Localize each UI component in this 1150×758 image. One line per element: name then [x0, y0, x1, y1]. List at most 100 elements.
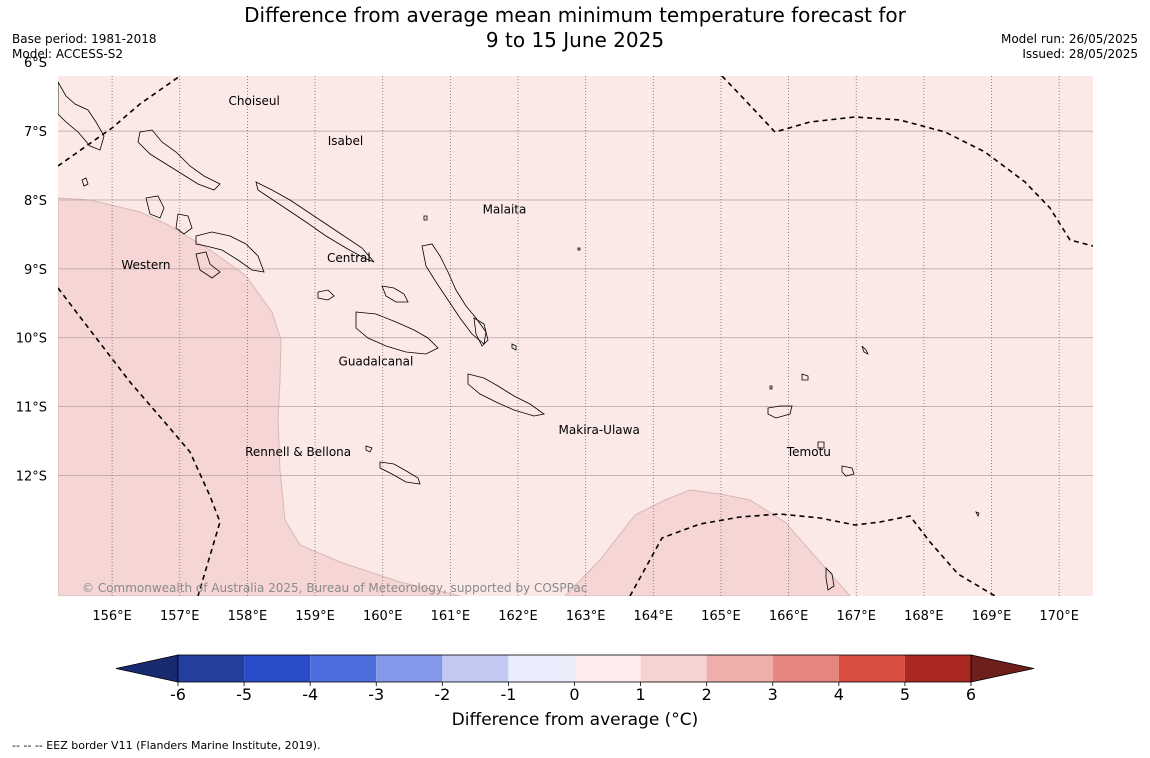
- island-choiseul: [137, 129, 221, 191]
- island-small-5: [825, 567, 835, 591]
- colorbar-tick-label: 0: [569, 685, 579, 704]
- lon-tick-label: 156°E: [92, 609, 132, 624]
- colorbar-segment: [640, 655, 707, 682]
- anomaly-1-2-region-west: [58, 197, 461, 596]
- island-reef-islands: [801, 373, 809, 381]
- province-label: Malaita: [483, 203, 527, 217]
- title-line-1: Difference from average mean minimum tem…: [244, 3, 906, 27]
- anomaly-1-2-region-south: [564, 489, 851, 596]
- province-label: Choiseul: [229, 94, 280, 108]
- island-new-georgia: [175, 213, 265, 273]
- copyright-text: © Commonwealth of Australia 2025, Bureau…: [82, 581, 587, 595]
- province-label: Temotu: [786, 445, 831, 459]
- colorbar-tick-label: -2: [434, 685, 450, 704]
- base-period: Base period: 1981-2018: [12, 32, 157, 46]
- colorbar-tick-label: 5: [900, 685, 910, 704]
- island-vanikoro: [841, 465, 855, 477]
- meta-left: Base period: 1981-2018 Model: ACCESS-S2: [12, 32, 157, 62]
- colorbar-tick-label: 4: [834, 685, 844, 704]
- island-bougainville: [58, 81, 105, 151]
- colorbar-tick-label: -6: [170, 685, 186, 704]
- lat-tick-label: 6°S: [24, 56, 47, 71]
- lon-tick-label: 168°E: [904, 609, 944, 624]
- colorbar-tick-label: -4: [302, 685, 318, 704]
- island-rennell: [379, 461, 421, 485]
- lat-tick-label: 8°S: [24, 194, 47, 209]
- island-makira: [467, 373, 545, 417]
- colorbar-segment: [904, 655, 971, 682]
- colorbar-segment: [574, 655, 641, 682]
- island-small-1: [423, 215, 428, 221]
- province-label: Western: [121, 258, 170, 272]
- colorbar-under-arrow: [115, 654, 179, 683]
- island-isabel: [255, 181, 375, 263]
- island-small-malaita: [473, 317, 489, 347]
- province-label: Rennell & Bellona: [245, 445, 351, 459]
- eez-north-west: [58, 76, 181, 167]
- island-santa-cruz: [767, 405, 793, 419]
- island-bellona: [365, 445, 373, 453]
- longitude-labels: 156°E 157°E 158°E 159°E 160°E 161°E 162°E 163°E…: [92, 609, 1079, 624]
- chart-title: Difference from average mean minimum tem…: [0, 3, 1150, 53]
- province-label: Isabel: [328, 134, 363, 148]
- lat-tick-label: 12°S: [16, 469, 47, 484]
- island-florida: [381, 285, 409, 303]
- island-ulawa: [511, 343, 517, 351]
- colorbar-tick-label: 1: [635, 685, 645, 704]
- colorbar-segment: [178, 655, 245, 682]
- island-small-4: [975, 511, 980, 518]
- colorbar-segment: [838, 655, 905, 682]
- lat-tick-label: 9°S: [24, 263, 47, 278]
- graticule: [58, 76, 1093, 596]
- colorbar-tick-label: -5: [236, 685, 252, 704]
- lon-tick-label: 165°E: [701, 609, 741, 624]
- latitude-labels: 6°S 7°S 8°S 9°S 10°S 11°S 12°S: [16, 56, 47, 484]
- colorbar-tick-label: -1: [500, 685, 516, 704]
- island-vella-lavella: [145, 195, 165, 219]
- colorbar-tick-label: 3: [768, 685, 778, 704]
- colorbar-label: Difference from average (°C): [451, 710, 699, 730]
- colorbar-over-arrow: [970, 654, 1035, 683]
- province-label: Central: [327, 251, 371, 265]
- colorbar-tick-label: 6: [966, 685, 976, 704]
- island-rendova: [195, 251, 221, 279]
- island-utupua: [817, 441, 825, 449]
- colorbar-tick-label: -3: [368, 685, 384, 704]
- island-shortlands: [81, 177, 89, 187]
- lon-tick-label: 157°E: [160, 609, 200, 624]
- lon-tick-label: 158°E: [228, 609, 268, 624]
- islands: [58, 81, 980, 591]
- province-label: Makira-Ulawa: [559, 423, 640, 437]
- eez-north-east: [721, 76, 1093, 247]
- lon-tick-label: 163°E: [566, 609, 606, 624]
- model-name: Model: ACCESS-S2: [12, 47, 124, 61]
- province-labels: Choiseul Isabel Malaita Central Western Guada…: [121, 94, 831, 459]
- province-label: Guadalcanal: [339, 354, 414, 368]
- island-small-2: [577, 247, 581, 251]
- colorbar-segment: [244, 655, 311, 682]
- lon-tick-label: 169°E: [972, 609, 1012, 624]
- lat-tick-label: 7°S: [24, 125, 47, 140]
- lon-tick-label: 167°E: [836, 609, 876, 624]
- island-guadalcanal: [355, 311, 439, 355]
- lat-tick-label: 11°S: [16, 401, 47, 416]
- colorbar: -6 -5 -4 -3 -2 -1 0 1 2 3 4 5 6: [115, 654, 1035, 704]
- colorbar-segment: [772, 655, 839, 682]
- lon-tick-label: 170°E: [1039, 609, 1079, 624]
- meta-right: Model run: 26/05/2025 Issued: 28/05/2025: [1001, 32, 1138, 62]
- lon-tick-label: 159°E: [295, 609, 335, 624]
- island-russell: [317, 289, 335, 301]
- colorbar-segment: [508, 655, 575, 682]
- colorbar-segment: [376, 655, 443, 682]
- island-small-3: [861, 345, 869, 355]
- island-small-6: [769, 385, 773, 390]
- model-run: Model run: 26/05/2025: [1000, 32, 1138, 46]
- eez-west: [58, 287, 221, 596]
- lon-tick-label: 166°E: [769, 609, 809, 624]
- colorbar-tick-label: 2: [702, 685, 712, 704]
- lon-tick-label: 162°E: [498, 609, 538, 624]
- lon-tick-label: 161°E: [431, 609, 471, 624]
- lat-tick-label: 10°S: [16, 332, 47, 347]
- colorbar-segment: [442, 655, 509, 682]
